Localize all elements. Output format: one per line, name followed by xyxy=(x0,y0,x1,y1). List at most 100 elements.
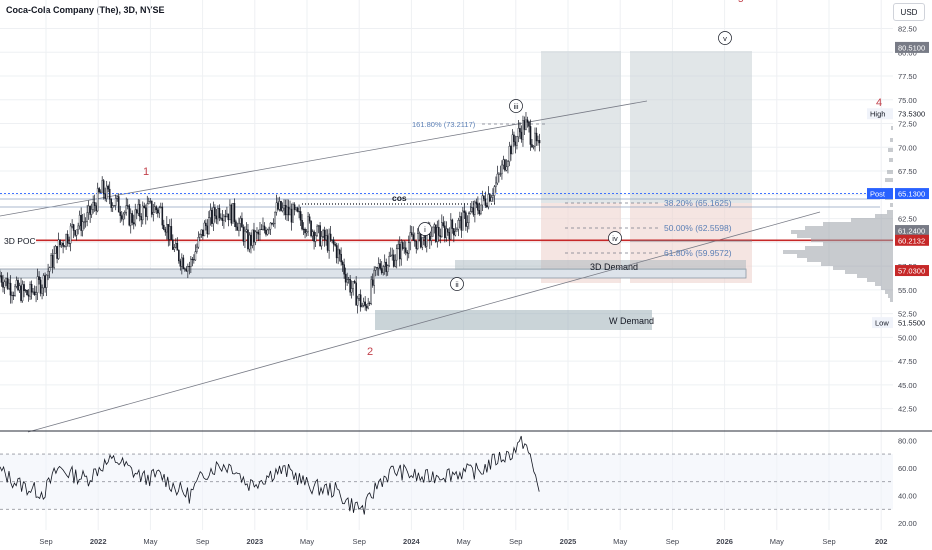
candle-body xyxy=(403,247,406,249)
candle-body xyxy=(159,206,162,208)
price-marker: 80.5100 xyxy=(895,41,929,53)
candle-body xyxy=(538,140,541,144)
candle-body xyxy=(230,204,233,224)
price-marker-value: 80.5100 xyxy=(898,43,925,52)
candle-body xyxy=(277,202,279,210)
candle-body xyxy=(36,276,39,293)
volume-profile-bar xyxy=(867,278,893,282)
candle-body xyxy=(117,196,120,213)
volume-profile-bar xyxy=(889,158,893,162)
candle-body xyxy=(344,274,347,283)
candle-body xyxy=(281,207,284,211)
candle-body xyxy=(87,205,90,213)
candle-body xyxy=(522,120,524,140)
candle-body xyxy=(113,205,116,207)
time-tick-label: 2024 xyxy=(403,537,421,546)
volume-profile-bar xyxy=(890,298,893,302)
candle-body xyxy=(373,270,375,286)
candle-body xyxy=(316,225,318,236)
candle-body xyxy=(214,207,216,217)
wave-v-label-ring xyxy=(718,31,732,45)
candle-body xyxy=(80,214,82,231)
candle-body xyxy=(101,180,103,193)
price-tick-label: 72.50 xyxy=(898,120,917,129)
time-tick-label: 2023 xyxy=(246,537,263,546)
candle-body xyxy=(182,257,185,269)
target-box-right xyxy=(630,51,752,203)
price-marker: 65.1300 Post xyxy=(867,188,929,200)
candle-body xyxy=(175,243,177,248)
candle-body xyxy=(377,263,380,269)
candle-body xyxy=(296,207,299,212)
candle-body xyxy=(178,250,180,262)
candle-body xyxy=(26,290,28,296)
candle-body xyxy=(208,217,210,235)
channel-upper xyxy=(0,100,648,217)
candle-body xyxy=(185,268,188,272)
volume-profile-bar xyxy=(811,238,893,242)
candle-body xyxy=(319,225,321,247)
candle-body xyxy=(104,193,106,199)
currency-button[interactable]: USD xyxy=(893,3,925,21)
price-marker-bg xyxy=(895,108,929,120)
candle-body xyxy=(257,231,260,235)
rsi-pane[interactable]: 80.00 60.00 40.00 20.00 xyxy=(0,435,917,528)
volume-profile-bar xyxy=(875,214,893,218)
candle-body xyxy=(341,261,344,265)
candle-body xyxy=(256,231,258,233)
demand-zone-w xyxy=(375,310,652,330)
candle-body xyxy=(247,229,249,250)
price-tick-label: 45.00 xyxy=(898,381,917,390)
volume-profile-bar xyxy=(807,258,893,262)
candle-body xyxy=(129,213,132,226)
candle-body xyxy=(223,215,225,221)
wave-iii-label-ring xyxy=(509,99,523,113)
candle-body xyxy=(86,212,88,222)
candle-body xyxy=(65,234,67,247)
candle-body xyxy=(400,242,403,260)
candle-body xyxy=(430,236,433,241)
poc-label-bg xyxy=(0,233,36,247)
candle-body xyxy=(444,225,446,238)
channel-lower xyxy=(27,211,821,433)
wave-2-label: 2 xyxy=(367,346,373,358)
candle-body xyxy=(374,267,377,271)
price-marker-bg xyxy=(895,234,929,246)
candle-body xyxy=(211,209,213,224)
candle-body xyxy=(170,226,173,240)
candle-body xyxy=(266,229,269,235)
candle-body xyxy=(404,247,407,253)
price-tick-label: 62.50 xyxy=(898,215,917,224)
candle-body xyxy=(507,161,509,168)
candle-body xyxy=(250,234,252,246)
candle-body xyxy=(352,281,354,289)
candle-body xyxy=(368,303,371,305)
candle-body xyxy=(519,128,521,133)
candle-body xyxy=(98,188,100,193)
time-tick-label: 2022 xyxy=(90,537,107,546)
volume-profile-bar xyxy=(791,230,893,234)
price-marker-bg xyxy=(895,265,929,277)
candle-body xyxy=(81,221,84,231)
candle-body xyxy=(523,120,526,130)
candle-body xyxy=(239,218,242,224)
candle-body xyxy=(27,294,30,297)
candle-body xyxy=(69,225,72,244)
price-marker-tag-bg xyxy=(867,108,893,120)
candle-body xyxy=(359,294,362,308)
price-tick-label: 52.50 xyxy=(898,310,917,319)
candle-body xyxy=(386,265,389,272)
candle-body xyxy=(164,229,167,233)
candle-body xyxy=(371,279,374,286)
candle-body xyxy=(215,215,218,220)
candle-body xyxy=(57,239,60,259)
volume-profile-bar xyxy=(888,148,893,152)
candle-body xyxy=(146,203,149,217)
candle-body xyxy=(413,240,416,242)
candle-body xyxy=(302,228,305,230)
candle-body xyxy=(123,212,126,215)
price-marker: 73.5300 High xyxy=(867,108,929,120)
candle-body xyxy=(20,285,22,301)
price-marker-value: 60.2132 xyxy=(898,236,925,245)
